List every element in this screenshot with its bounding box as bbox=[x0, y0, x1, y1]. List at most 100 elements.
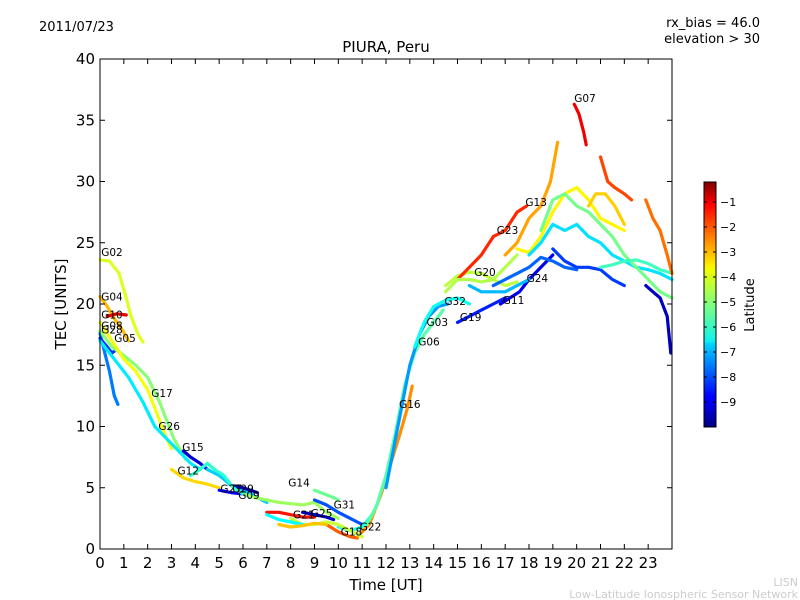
rx-bias-label: rx_bias = 46.0 bbox=[666, 16, 760, 31]
label-g03: G03 bbox=[427, 317, 449, 329]
x-tick-label: 4 bbox=[191, 554, 201, 572]
label-g14: G14 bbox=[288, 478, 310, 490]
x-tick-label: 10 bbox=[329, 554, 348, 572]
track-g25 bbox=[301, 510, 336, 522]
track-g12 bbox=[169, 467, 221, 490]
chart-title: PIURA, Peru bbox=[342, 38, 429, 56]
x-tick-label: 20 bbox=[567, 554, 586, 572]
track-g03 bbox=[384, 302, 450, 490]
track-t07 bbox=[598, 155, 634, 202]
colorbar-tick-label: −3 bbox=[720, 246, 736, 259]
track-g28 bbox=[98, 336, 119, 355]
x-tick-label: 19 bbox=[543, 554, 562, 572]
track-g24 bbox=[491, 255, 579, 288]
label-g06: G06 bbox=[418, 337, 440, 349]
track-t10 bbox=[444, 253, 519, 294]
y-tick-label: 10 bbox=[76, 418, 95, 436]
track-g04 bbox=[98, 295, 131, 343]
x-tick-label: 23 bbox=[639, 554, 658, 572]
x-tick-label: 8 bbox=[286, 554, 296, 572]
colorbar-label: Latitude bbox=[743, 278, 758, 332]
y-tick-label: 20 bbox=[76, 295, 95, 313]
x-axis-ticks: 0 1 2 3 4 5 6 7 8 9 10 11 12 13 14 15 16 17 18 19 20 21 22 23 bbox=[95, 59, 658, 572]
x-tick-label: 18 bbox=[519, 554, 538, 572]
series-layer bbox=[98, 102, 674, 540]
label-g28: G28 bbox=[101, 324, 123, 336]
label-g12: G12 bbox=[178, 465, 200, 477]
label-g09: G09 bbox=[238, 490, 260, 502]
x-axis-label: Time [UT] bbox=[348, 576, 422, 594]
track-g26 bbox=[98, 339, 202, 471]
track-g13 bbox=[503, 140, 560, 257]
x-tick-label: 13 bbox=[400, 554, 419, 572]
label-g07: G07 bbox=[574, 93, 596, 105]
track-t04 bbox=[551, 247, 626, 288]
label-g18: G18 bbox=[341, 527, 363, 539]
label-g19: G19 bbox=[460, 312, 482, 324]
track-t11 bbox=[467, 277, 531, 294]
track-t02 bbox=[527, 222, 674, 282]
label-g04: G04 bbox=[101, 291, 123, 303]
colorbar-tick-label: −2 bbox=[720, 221, 736, 234]
track-t06 bbox=[644, 284, 673, 355]
y-tick-label: 30 bbox=[76, 173, 95, 191]
x-tick-label: 9 bbox=[310, 554, 320, 572]
colorbar-tick-label: −6 bbox=[720, 321, 736, 334]
track-t03 bbox=[539, 192, 674, 300]
label-g22: G22 bbox=[360, 522, 382, 534]
track-g07 bbox=[572, 102, 588, 147]
track-g17 bbox=[98, 320, 174, 451]
label-g25: G25 bbox=[311, 508, 333, 520]
track-g20 bbox=[444, 270, 519, 288]
track-t08 bbox=[644, 198, 674, 275]
track-g14 bbox=[241, 492, 340, 521]
track-t15 bbox=[277, 521, 328, 529]
colorbar-tick-label: −9 bbox=[720, 396, 736, 409]
track-g18 bbox=[324, 522, 359, 540]
y-tick-label: 0 bbox=[85, 540, 95, 558]
label-g11: G11 bbox=[503, 295, 525, 307]
colorbar-tick-label: −7 bbox=[720, 346, 736, 359]
date-label: 2011/07/23 bbox=[39, 20, 114, 35]
x-tick-label: 22 bbox=[615, 554, 634, 572]
label-g21: G21 bbox=[293, 509, 315, 521]
x-tick-label: 5 bbox=[214, 554, 224, 572]
elevation-label: elevation > 30 bbox=[664, 32, 760, 47]
track-t05 bbox=[598, 258, 674, 275]
colorbar-tick-label: −8 bbox=[720, 371, 736, 384]
colorbar-tick-label: −1 bbox=[720, 196, 736, 209]
track-g32 bbox=[413, 296, 471, 349]
label-g27: G27 bbox=[220, 484, 242, 496]
label-g29: G29 bbox=[232, 484, 254, 496]
label-g32: G32 bbox=[444, 296, 466, 308]
x-tick-label: 6 bbox=[238, 554, 248, 572]
label-g02: G02 bbox=[101, 247, 123, 259]
track-g10 bbox=[105, 312, 128, 318]
track-g11 bbox=[498, 253, 555, 306]
colorbar-tick-label: −5 bbox=[720, 296, 736, 309]
x-tick-label: 0 bbox=[95, 554, 105, 572]
x-tick-label: 1 bbox=[119, 554, 129, 572]
x-tick-label: 16 bbox=[472, 554, 491, 572]
track-t16 bbox=[312, 488, 340, 502]
x-tick-label: 2 bbox=[143, 554, 153, 572]
label-g31: G31 bbox=[334, 500, 356, 512]
footer-lisn: LISN bbox=[773, 576, 798, 589]
y-axis-ticks: 0 5 10 15 20 25 30 35 40 bbox=[76, 50, 672, 558]
label-g13: G13 bbox=[525, 197, 547, 209]
label-g17: G17 bbox=[151, 388, 173, 400]
colorbar-tick-label: −4 bbox=[720, 271, 736, 284]
track-g19 bbox=[455, 296, 507, 324]
footer-network: Low-Latitude Ionospheric Sensor Network bbox=[569, 588, 798, 600]
y-axis-label: TEC [UNITS] bbox=[52, 259, 70, 351]
y-tick-label: 25 bbox=[76, 234, 95, 252]
track-t14 bbox=[265, 513, 305, 527]
x-tick-label: 21 bbox=[591, 554, 610, 572]
label-g23: G23 bbox=[497, 225, 519, 237]
x-tick-label: 15 bbox=[448, 554, 467, 572]
track-t12 bbox=[189, 461, 245, 496]
x-tick-label: 12 bbox=[376, 554, 395, 572]
label-g16: G16 bbox=[399, 399, 421, 411]
x-tick-label: 17 bbox=[496, 554, 515, 572]
